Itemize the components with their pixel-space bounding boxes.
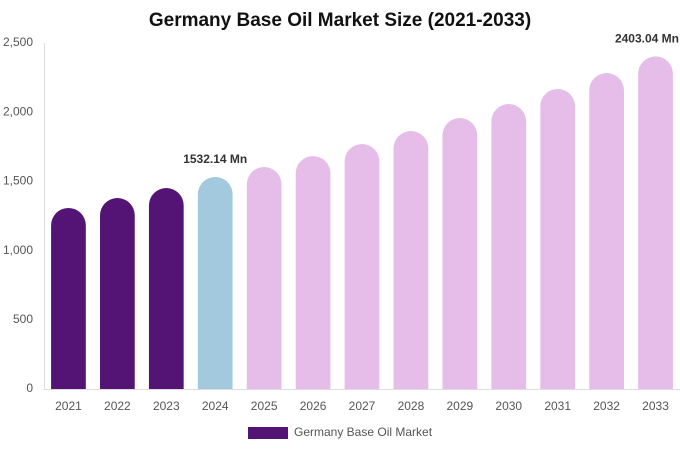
y-tick-label: 0	[26, 381, 33, 395]
bar	[246, 167, 282, 389]
x-tick-label: 2028	[398, 399, 425, 413]
chart-title: Germany Base Oil Market Size (2021-2033)	[149, 10, 531, 31]
bar	[393, 131, 429, 389]
bar	[344, 144, 380, 389]
x-tick-label: 2023	[153, 399, 180, 413]
bar	[148, 188, 184, 389]
bar	[197, 176, 233, 389]
legend-label: Germany Base Oil Market	[294, 425, 433, 439]
x-tick-label: 2026	[300, 399, 327, 413]
y-tick-label: 500	[13, 312, 33, 326]
y-tick-label: 1,500	[3, 174, 33, 188]
value-label: 1532.14 Mn	[183, 152, 247, 166]
y-tick-label: 1,000	[3, 243, 33, 257]
x-tick-label: 2025	[251, 399, 278, 413]
bar	[51, 207, 86, 389]
bar	[540, 88, 576, 389]
x-tick-label: 2033	[642, 399, 669, 413]
x-tick-label: 2022	[104, 399, 131, 413]
value-label: 2403.04 Mn	[615, 32, 679, 46]
bar	[100, 198, 135, 389]
legend-swatch	[248, 427, 288, 439]
y-tick-label: 2,500	[3, 35, 33, 49]
x-tick-label: 2024	[202, 399, 229, 413]
bar	[442, 118, 478, 389]
x-tick-label: 2032	[593, 399, 620, 413]
bar	[638, 56, 673, 390]
bar	[589, 73, 624, 390]
x-tick-label: 2031	[544, 399, 571, 413]
x-tick-label: 2029	[446, 399, 473, 413]
bar	[295, 156, 331, 389]
x-tick-label: 2030	[495, 399, 522, 413]
x-tick-label: 2021	[55, 399, 82, 413]
bar	[491, 104, 527, 389]
x-tick-label: 2027	[349, 399, 376, 413]
y-tick-label: 2,000	[3, 104, 33, 118]
